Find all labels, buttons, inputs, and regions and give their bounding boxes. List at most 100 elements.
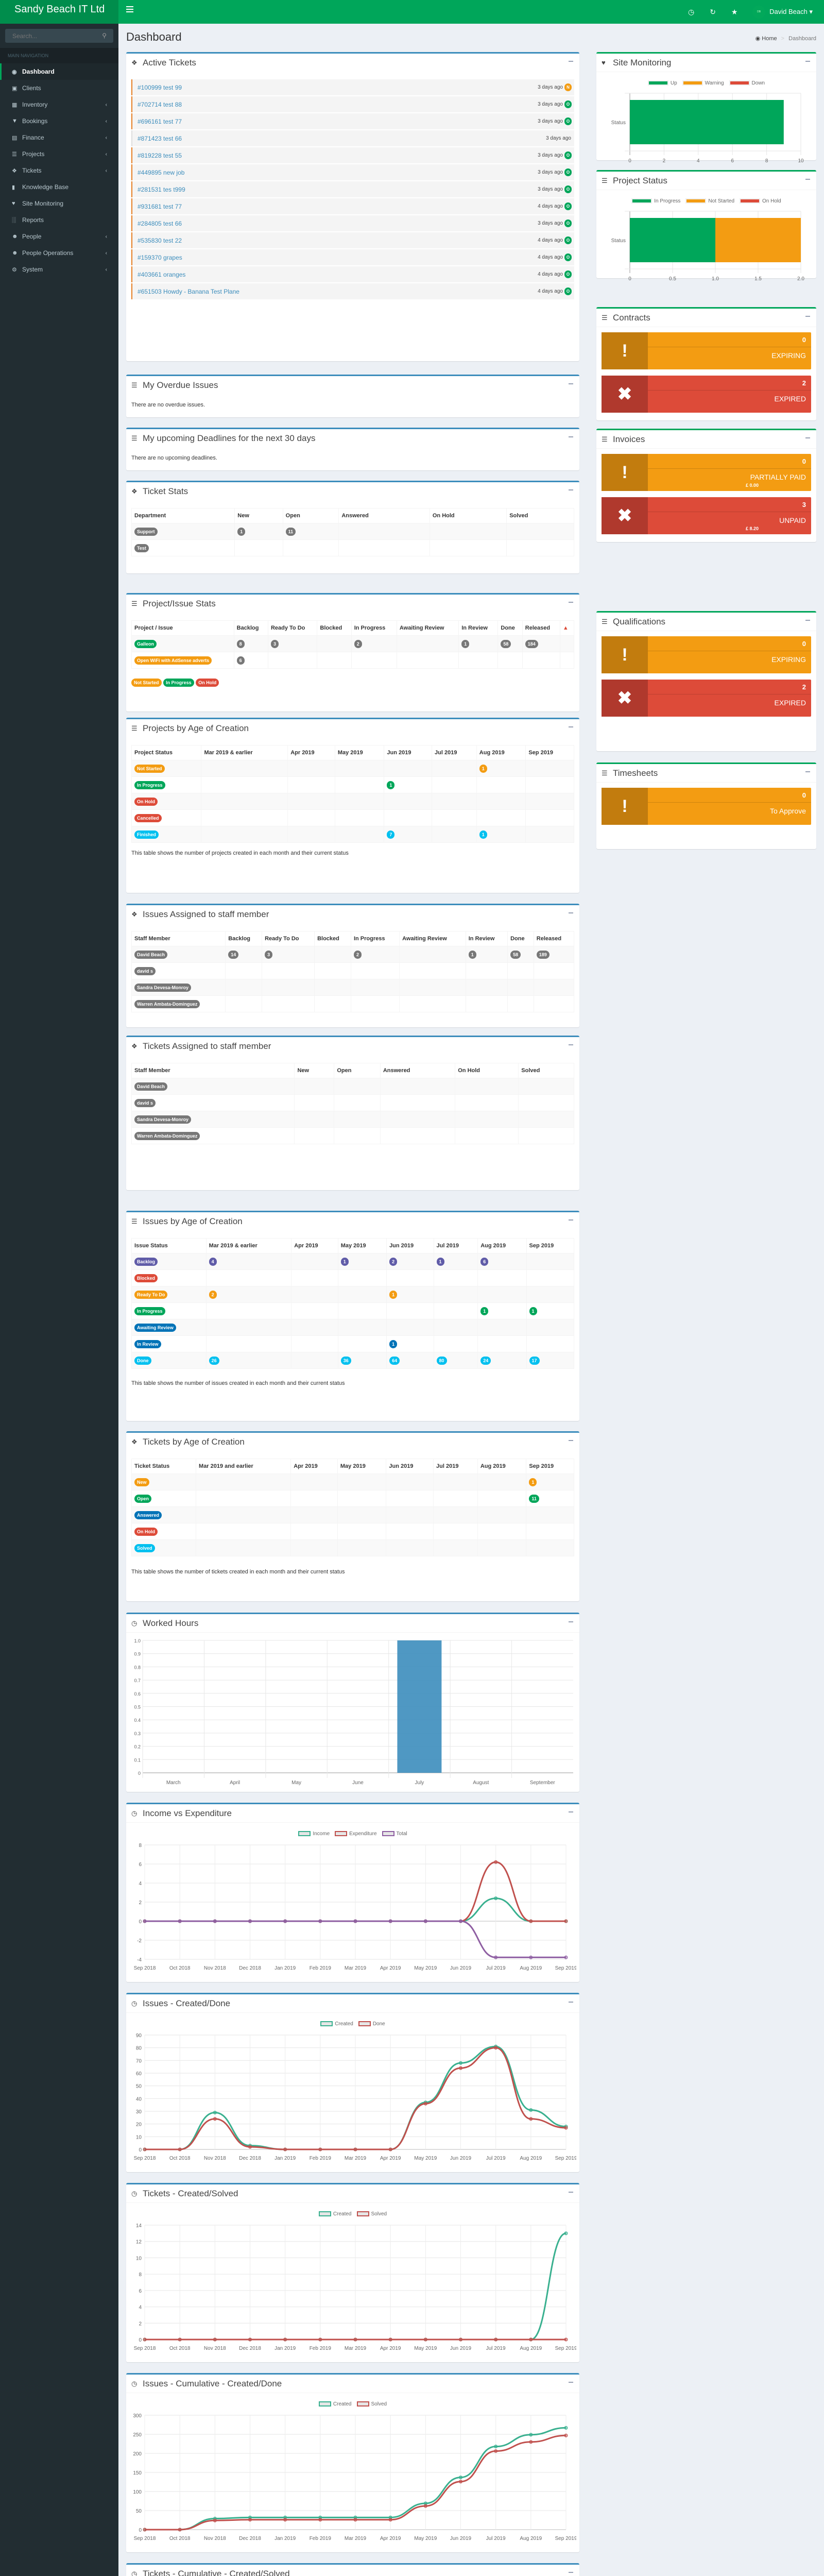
list-item[interactable]: #871423 test 66 3 days ago	[131, 130, 574, 146]
sidebar-item-people[interactable]: ☻ People ‹	[0, 228, 118, 245]
ticket-link[interactable]: #931681 test 77	[138, 202, 182, 210]
briefcase-icon: ▣	[12, 85, 18, 92]
ticket-link[interactable]: #871423 test 66	[138, 134, 182, 142]
legend-item[interactable]: Total	[382, 1831, 407, 1837]
ticket-link[interactable]: #651503 Howdy - Banana Test Plane	[138, 287, 239, 295]
info-box[interactable]: ✖ 2 EXPIRED	[602, 680, 811, 717]
ticket-link[interactable]: #159370 grapes	[138, 253, 182, 261]
sidebar-item-clients[interactable]: ▣ Clients	[0, 80, 118, 96]
legend-item[interactable]: Created	[318, 2211, 352, 2217]
collapse-button[interactable]	[569, 383, 573, 384]
sidebar-item-label: Reports	[22, 216, 44, 224]
ticket-link[interactable]: #281531 tes t999	[138, 185, 185, 193]
sidebar-item-dashboard[interactable]: ◉ Dashboard	[0, 63, 118, 80]
user-menu[interactable]: David Beach ▾	[769, 8, 813, 15]
legend-item[interactable]: In Progress	[631, 198, 680, 204]
collapse-button[interactable]	[805, 61, 810, 62]
list-item[interactable]: #702714 test 88 3 days ago O	[131, 96, 574, 112]
collapse-button[interactable]	[569, 436, 573, 437]
list-item[interactable]: #449895 new job 3 days ago O	[131, 164, 574, 180]
search-icon[interactable]: ⚲	[102, 32, 107, 39]
list-item[interactable]: #535830 test 22 4 days ago O	[131, 232, 574, 248]
legend-item[interactable]: Not Started	[685, 198, 734, 204]
sidebar-toggle-button[interactable]	[126, 6, 133, 12]
column-header: Mar 2019 & earlier	[205, 1238, 292, 1253]
legend-item[interactable]: On Hold	[740, 198, 781, 204]
collapse-button[interactable]	[569, 2002, 573, 2003]
breadcrumb-home[interactable]: Home	[762, 36, 777, 42]
list-item[interactable]: #696161 test 77 3 days ago O	[131, 113, 574, 129]
legend-item[interactable]: Down	[729, 80, 765, 86]
collapse-button[interactable]	[805, 316, 810, 317]
info-box[interactable]: ! 0 To Approve	[602, 788, 811, 825]
ticket-link[interactable]: #449895 new job	[138, 168, 185, 176]
collapse-button[interactable]	[805, 179, 810, 180]
info-box[interactable]: ! 0 PARTIALLY PAID £ 0.00	[602, 454, 811, 491]
legend-item[interactable]: Done	[358, 2021, 385, 2027]
legend-item[interactable]: Solved	[356, 2401, 387, 2407]
sidebar-item-bookings[interactable]: ▼ Bookings ‹	[0, 113, 118, 129]
ticket-link[interactable]: #100999 test 99	[138, 83, 182, 91]
brand-logo[interactable]: Sandy Beach IT Ltd	[0, 0, 118, 24]
collapse-button[interactable]	[569, 61, 573, 62]
legend-item[interactable]: Solved	[356, 2211, 387, 2217]
collapse-button[interactable]	[569, 912, 573, 913]
collapse-button[interactable]	[569, 489, 573, 490]
collapse-button[interactable]	[569, 1621, 573, 1622]
ticket-link[interactable]: #696161 test 77	[138, 117, 182, 125]
ticket-link[interactable]: #819228 test 55	[138, 151, 182, 159]
info-box[interactable]: ! 0 EXPIRING	[602, 636, 811, 673]
collapse-button[interactable]	[805, 437, 810, 438]
ticket-link[interactable]: #403661 oranges	[138, 270, 186, 278]
sidebar-item-site-monitoring[interactable]: ♥ Site Monitoring	[0, 195, 118, 212]
list-item[interactable]: #651503 Howdy - Banana Test Plane 4 days …	[131, 283, 574, 299]
collapse-button[interactable]	[569, 1219, 573, 1221]
ticket-link[interactable]: #535830 test 22	[138, 236, 182, 244]
sidebar-item-inventory[interactable]: ▦ Inventory ‹	[0, 96, 118, 113]
legend-item[interactable]: Warning	[682, 80, 724, 86]
svg-text:Sep 2019: Sep 2019	[555, 2156, 576, 2161]
ticket-link[interactable]: #702714 test 88	[138, 100, 182, 108]
sidebar-item-system[interactable]: ⚙ System ‹	[0, 261, 118, 278]
legend-item[interactable]: Created	[320, 2021, 353, 2027]
avatar[interactable]: DB	[752, 5, 766, 19]
sidebar-item-tickets[interactable]: ❖ Tickets ‹	[0, 162, 118, 179]
refresh-icon[interactable]: ↻	[710, 7, 716, 16]
collapse-button[interactable]	[569, 1811, 573, 1812]
star-icon[interactable]: ★	[731, 7, 738, 16]
list-item[interactable]: #819228 test 55 3 days ago O	[131, 147, 574, 163]
info-box[interactable]: ✖ 3 UNPAID £ 8.20	[602, 497, 811, 534]
legend-item[interactable]: Expenditure	[335, 1831, 377, 1837]
info-box[interactable]: ✖ 2 EXPIRED	[602, 376, 811, 413]
collapse-button[interactable]	[805, 620, 810, 621]
collapse-button[interactable]	[569, 726, 573, 727]
legend-item[interactable]: Created	[318, 2401, 352, 2407]
empty-message: There are no upcoming deadlines.	[131, 455, 217, 461]
collapse-button[interactable]	[569, 2572, 573, 2573]
collapse-button[interactable]	[569, 602, 573, 603]
list-item[interactable]: #403661 oranges 4 days ago O	[131, 266, 574, 282]
table-row: In Review 1	[131, 1335, 575, 1352]
list-item[interactable]: #159370 grapes 4 days ago O	[131, 249, 574, 265]
collapse-button[interactable]	[805, 771, 810, 772]
collapse-button[interactable]	[569, 1440, 573, 1441]
list-item[interactable]: #931681 test 77 4 days ago O	[131, 198, 574, 214]
list-item[interactable]: #281531 tes t999 3 days ago O	[131, 181, 574, 197]
ticket-link[interactable]: #284805 test 66	[138, 219, 182, 227]
sidebar-item-knowledge-base[interactable]: ▮ Knowledge Base	[0, 179, 118, 195]
search-input[interactable]	[5, 29, 98, 43]
legend-item[interactable]: Up	[647, 80, 677, 86]
info-box[interactable]: ! 0 EXPIRING	[602, 332, 811, 369]
sidebar-item-projects[interactable]: ☰ Projects ‹	[0, 146, 118, 162]
sidebar-item-people-operations[interactable]: ☻ People Operations ‹	[0, 245, 118, 261]
sidebar-item-finance[interactable]: ▤ Finance ‹	[0, 129, 118, 146]
collapse-button[interactable]	[569, 2382, 573, 2383]
list-item[interactable]: #100999 test 99 3 days ago N	[131, 79, 574, 95]
collapse-button[interactable]	[569, 2192, 573, 2193]
list-item[interactable]: #284805 test 66 3 days ago O	[131, 215, 574, 231]
legend-item[interactable]: Income	[298, 1831, 330, 1837]
collapse-button[interactable]	[569, 1044, 573, 1045]
sidebar-item-reports[interactable]: ░ Reports	[0, 212, 118, 228]
clock-icon[interactable]: ◷	[688, 7, 695, 16]
svg-text:Feb 2019: Feb 2019	[310, 2156, 332, 2161]
